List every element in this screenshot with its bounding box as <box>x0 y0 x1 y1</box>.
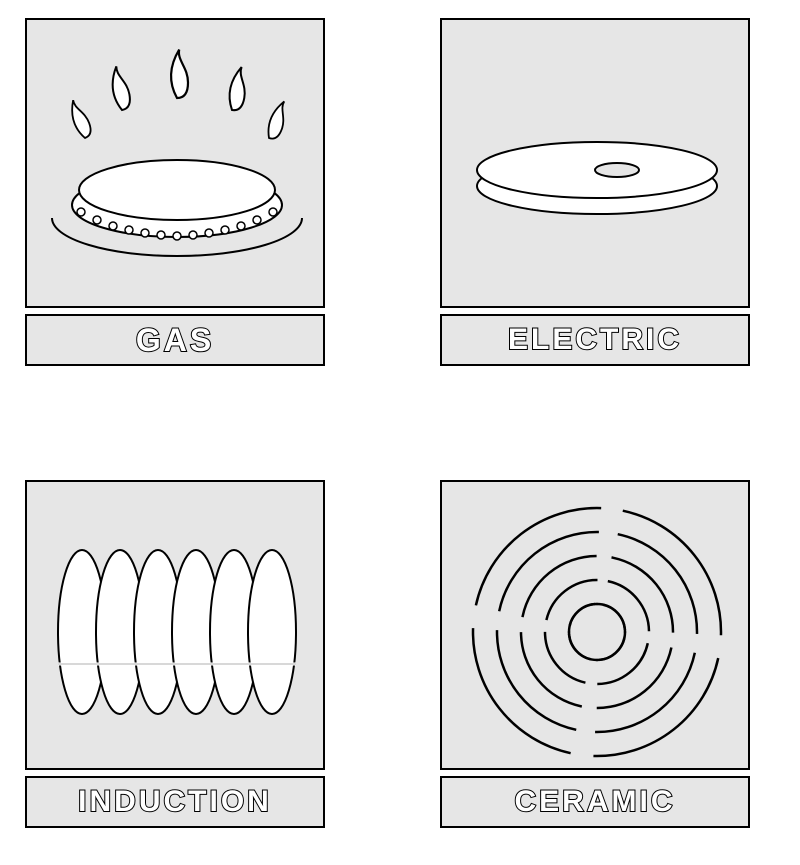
ceramic-rings-icon <box>442 482 752 772</box>
gas-icon-box <box>25 18 325 308</box>
electric-plate-icon <box>442 20 752 310</box>
induction-label: INDUCTION <box>78 785 272 819</box>
ceramic-label: CERAMIC <box>515 785 676 819</box>
tile-electric: ELECTRIC <box>440 18 750 366</box>
electric-label: ELECTRIC <box>508 323 682 357</box>
tile-ceramic: CERAMIC <box>440 480 750 828</box>
stove-type-infographic: GAS ELECTRIC <box>0 0 800 865</box>
induction-icon-box <box>25 480 325 770</box>
gas-label: GAS <box>136 322 214 359</box>
tile-induction: INDUCTION <box>25 480 325 828</box>
electric-label-box: ELECTRIC <box>440 314 750 366</box>
induction-label-box: INDUCTION <box>25 776 325 828</box>
ceramic-icon-box <box>440 480 750 770</box>
electric-icon-box <box>440 18 750 308</box>
induction-coil-icon <box>27 482 327 772</box>
ceramic-label-box: CERAMIC <box>440 776 750 828</box>
tile-gas: GAS <box>25 18 325 366</box>
gas-burner-icon <box>27 20 327 310</box>
gas-label-box: GAS <box>25 314 325 366</box>
